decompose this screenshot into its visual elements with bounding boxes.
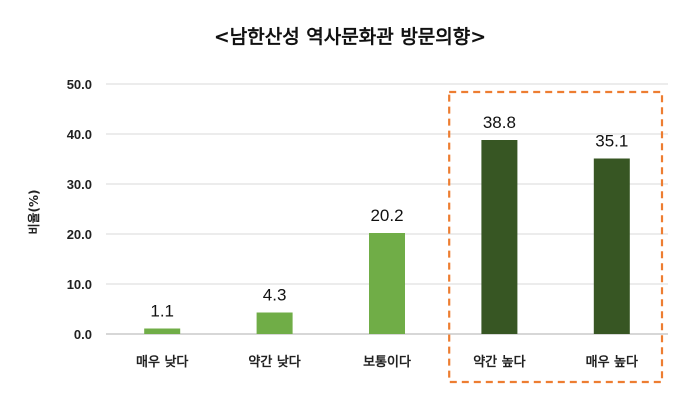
- y-tick-label: 50.0: [67, 77, 92, 92]
- data-label: 4.3: [263, 286, 287, 305]
- data-label: 1.1: [150, 302, 174, 321]
- bar: [481, 140, 518, 334]
- y-tick-label: 20.0: [67, 227, 92, 242]
- x-tick-label: 약간 낮다: [248, 354, 300, 370]
- y-axis-ticks: 0.0 10.0 20.0 30.0 40.0 50.0: [67, 77, 92, 342]
- data-labels: 1.1 4.3 20.2 38.8 35.1: [150, 113, 628, 321]
- y-axis-label: 비율(%): [26, 189, 41, 234]
- y-tick-label: 30.0: [67, 177, 92, 192]
- y-tick-label: 40.0: [67, 127, 92, 142]
- data-label: 38.8: [483, 113, 516, 132]
- y-tick-label: 10.0: [67, 277, 92, 292]
- x-tick-label: 약간 높다: [473, 354, 525, 370]
- bar: [593, 158, 630, 334]
- bar: [369, 233, 405, 334]
- x-tick-label: 보통이다: [363, 354, 411, 370]
- x-axis-ticks: 매우 낮다 약간 낮다 보통이다 약간 높다 매우 높다: [136, 354, 638, 370]
- x-tick-label: 매우 높다: [586, 354, 638, 370]
- highlight-box: [448, 90, 664, 384]
- x-tick-label: 매우 낮다: [136, 354, 188, 370]
- bar: [256, 312, 293, 334]
- bars: [144, 140, 630, 334]
- bar: [144, 328, 181, 334]
- chart-title: <남한산성 역사문화관 방문의향>: [214, 26, 486, 48]
- y-tick-label: 0.0: [74, 327, 92, 342]
- data-label: 35.1: [595, 132, 628, 151]
- data-label: 20.2: [370, 206, 403, 225]
